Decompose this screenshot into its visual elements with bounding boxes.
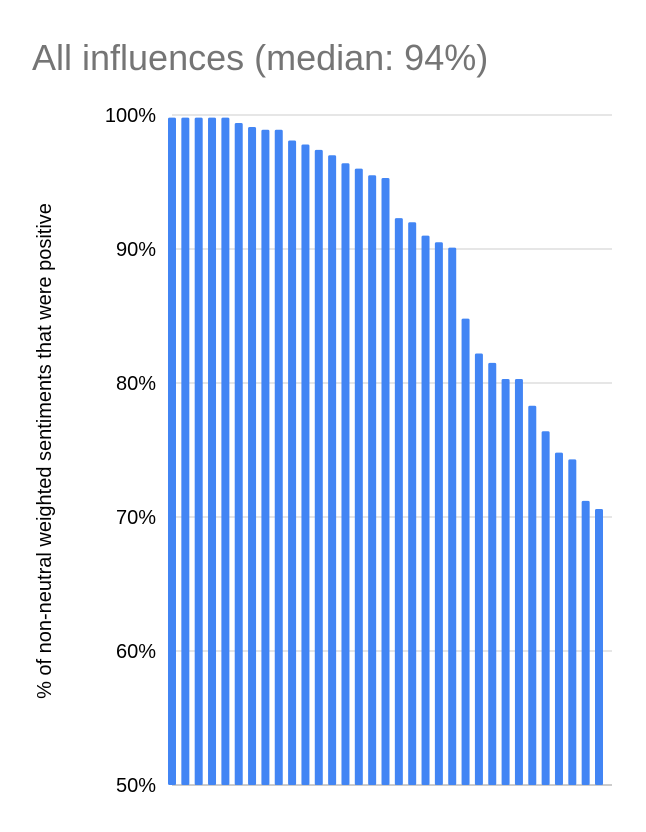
y-tick-label: 60% <box>116 641 156 663</box>
bar <box>394 218 403 785</box>
bar <box>341 163 350 786</box>
bar <box>595 508 603 785</box>
bar <box>581 500 590 785</box>
bar <box>488 362 497 785</box>
bars <box>168 117 603 786</box>
y-tick-label: 50% <box>116 775 156 797</box>
bar <box>194 117 203 786</box>
y-axis-tick-labels: 50% 60% 70% 80% 90% 100% <box>105 105 156 797</box>
bar <box>541 431 550 785</box>
chart-title: All influences (median: 94%) <box>32 37 488 78</box>
bar <box>368 175 377 786</box>
bar <box>554 452 563 785</box>
y-tick-label: 70% <box>116 507 156 529</box>
bar <box>208 117 217 786</box>
y-tick-label: 90% <box>116 239 156 261</box>
y-tick-label: 80% <box>116 373 156 395</box>
bar <box>221 117 230 786</box>
bar <box>301 144 310 786</box>
bar <box>501 378 510 785</box>
bar <box>181 117 190 786</box>
bar <box>168 117 176 786</box>
bar <box>514 378 523 785</box>
bar <box>408 222 417 785</box>
bar <box>474 353 483 785</box>
bar <box>434 242 443 786</box>
bar <box>234 123 243 786</box>
bar <box>288 140 297 785</box>
gridlines <box>172 114 612 786</box>
bar <box>354 168 363 786</box>
bar <box>421 235 430 786</box>
bar <box>274 129 283 786</box>
bar <box>261 129 270 786</box>
bar <box>381 177 390 786</box>
bar <box>314 149 323 786</box>
bar <box>461 318 470 785</box>
bar <box>528 405 537 785</box>
y-axis-title: % of non-neutral weighted sentiments tha… <box>34 203 56 699</box>
y-tick-label: 100% <box>105 105 156 127</box>
bar <box>448 247 457 785</box>
bar <box>568 459 577 785</box>
bar <box>248 127 257 785</box>
bar <box>328 155 337 785</box>
